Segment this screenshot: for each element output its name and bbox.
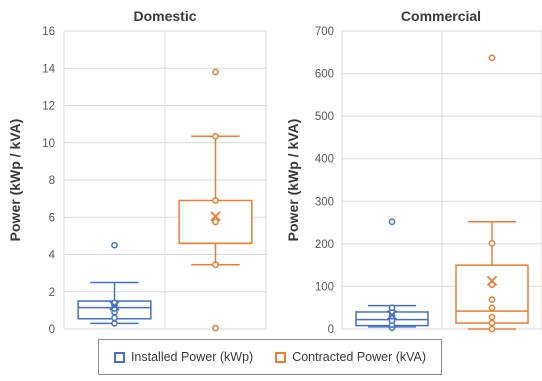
chart-title: Domestic bbox=[133, 8, 196, 24]
legend-label-installed: Installed Power (kWp) bbox=[130, 350, 254, 364]
data-point bbox=[488, 325, 496, 333]
data-point bbox=[212, 132, 219, 140]
y-tick-label: 400 bbox=[315, 154, 334, 166]
data-point bbox=[212, 218, 219, 226]
data-point bbox=[212, 261, 219, 269]
y-tick-label: 16 bbox=[42, 26, 55, 38]
chart-panel-2: 0 100 200 300 400 500 600 700 Commercial Power (k… bbox=[285, 8, 542, 336]
legend: Installed Power (kWp) Contracted Power (… bbox=[98, 339, 442, 375]
box-series-2 bbox=[178, 68, 253, 332]
legend-swatch-contracted bbox=[275, 351, 287, 363]
y-tick-label: 8 bbox=[49, 175, 55, 187]
box-iqr bbox=[455, 264, 529, 324]
chart-panel-1: 0 2 4 6 8 10 12 14 16 Domestic Power (kWp / kVA) bbox=[7, 8, 267, 336]
y-tick-label: 4 bbox=[49, 250, 56, 262]
y-axis-label: Power (kWp / kVA) bbox=[7, 119, 23, 242]
data-point bbox=[488, 54, 496, 62]
y-tick-label: 12 bbox=[42, 101, 55, 113]
mean-marker bbox=[386, 309, 398, 321]
legend-item-contracted: Contracted Power (kVA) bbox=[275, 350, 426, 364]
data-point bbox=[488, 240, 496, 247]
data-point bbox=[488, 313, 496, 321]
data-point bbox=[388, 304, 396, 312]
y-tick-label: 200 bbox=[315, 239, 334, 251]
box-series-2 bbox=[455, 54, 529, 333]
data-point bbox=[212, 324, 219, 332]
data-point bbox=[212, 68, 219, 76]
box-series-1 bbox=[355, 218, 429, 332]
y-tick-label: 300 bbox=[315, 196, 334, 208]
legend-label-contracted: Contracted Power (kVA) bbox=[292, 350, 427, 364]
y-tick-label: 6 bbox=[49, 212, 55, 224]
mean-marker bbox=[486, 275, 498, 287]
chart-title: Commercial bbox=[401, 8, 481, 24]
data-point bbox=[388, 218, 396, 226]
y-tick-label: 10 bbox=[42, 138, 55, 150]
data-point bbox=[212, 197, 219, 204]
box-series-1 bbox=[77, 241, 152, 327]
legend-swatch-installed bbox=[113, 351, 125, 363]
data-point bbox=[488, 319, 496, 327]
y-axis-label: Power (kWp / kVA) bbox=[285, 119, 301, 242]
y-tick-label: 100 bbox=[315, 281, 334, 293]
y-tick-label: 0 bbox=[328, 324, 334, 336]
mean-marker bbox=[210, 211, 221, 222]
y-tick-label: 500 bbox=[315, 111, 334, 123]
y-tick-label: 600 bbox=[315, 69, 334, 81]
data-point bbox=[488, 304, 496, 312]
y-tick-label: 0 bbox=[49, 324, 55, 336]
data-point bbox=[111, 314, 118, 322]
legend-item-installed: Installed Power (kWp) bbox=[113, 350, 254, 364]
y-tick-label: 14 bbox=[42, 63, 55, 75]
y-tick-label: 700 bbox=[315, 26, 334, 38]
data-point bbox=[111, 320, 118, 327]
data-point bbox=[488, 296, 496, 303]
mean-marker bbox=[109, 300, 120, 311]
y-tick-label: 2 bbox=[49, 287, 55, 299]
data-point bbox=[111, 241, 118, 249]
